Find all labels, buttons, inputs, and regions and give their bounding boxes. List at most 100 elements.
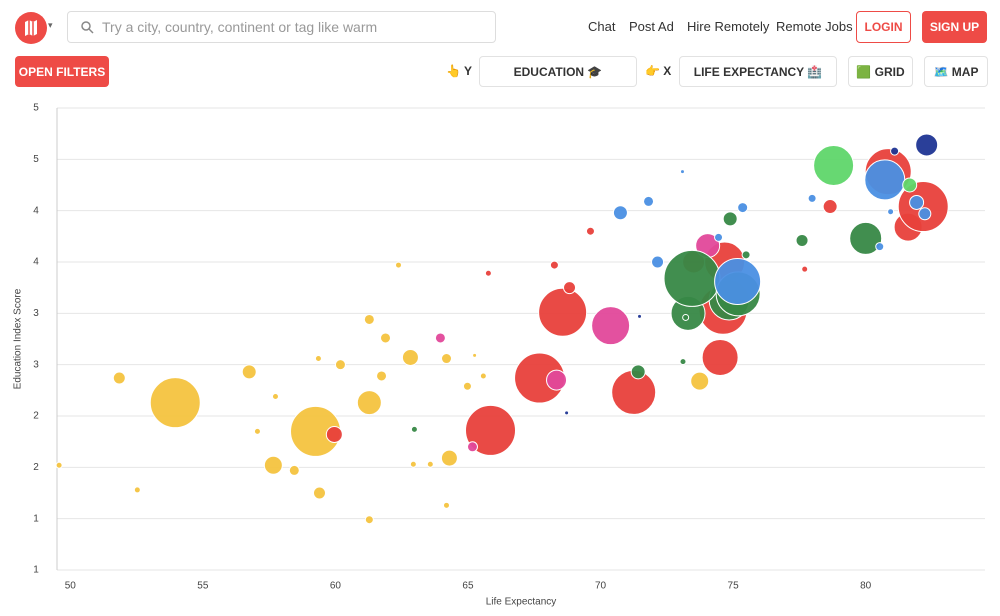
bubble: [314, 355, 322, 363]
x-tick-label: 50: [65, 581, 77, 592]
nav-link[interactable]: Remote Jobs: [776, 19, 853, 34]
search-icon: [81, 21, 94, 34]
bubble: [434, 332, 446, 344]
bubble: [651, 255, 665, 269]
bubble: [149, 377, 201, 429]
map-button[interactable]: 🗺️ MAP: [924, 56, 988, 87]
bubble: [426, 460, 434, 468]
signup-button[interactable]: SIGN UP: [922, 11, 987, 43]
y-axis-label: 👆 Y: [446, 64, 473, 78]
bubble: [722, 211, 738, 227]
x-tick-label: 70: [595, 581, 607, 592]
bubble: [663, 249, 721, 307]
bubble: [822, 199, 838, 215]
bubble: [864, 159, 906, 201]
bubble: [679, 358, 687, 366]
y-tick-label: 2: [33, 411, 39, 422]
bubble: [714, 232, 724, 242]
bubble: [915, 133, 939, 157]
bubble: [813, 144, 855, 186]
bubble: [585, 226, 595, 236]
bubble: [849, 221, 883, 255]
bubble: [395, 261, 403, 269]
bubble: [563, 281, 577, 295]
nav-link[interactable]: Chat: [588, 19, 616, 34]
bubble: [241, 364, 257, 380]
bubble: [440, 449, 458, 467]
bubble: [690, 371, 710, 391]
open-filters-button[interactable]: OPEN FILTERS: [15, 56, 109, 87]
bubble: [466, 441, 478, 453]
bubble: [462, 381, 472, 391]
bubble: [643, 195, 655, 207]
grid-button[interactable]: 🟩 GRID: [848, 56, 913, 87]
bubble: [401, 348, 419, 366]
bubble: [909, 194, 925, 210]
bubble: [795, 233, 809, 247]
bubble: [472, 352, 478, 358]
bubble: [440, 353, 452, 365]
y-tick-label: 2: [33, 462, 39, 473]
bubble: [612, 205, 628, 221]
bubble: [363, 313, 375, 325]
bubble: [380, 332, 392, 344]
bubble: [376, 370, 388, 382]
bubble: [918, 207, 932, 221]
x-tick-label: 55: [197, 581, 209, 592]
bubble: [133, 486, 141, 494]
y-tick-label: 1: [33, 513, 39, 524]
bubble: [591, 306, 631, 346]
bubble: [546, 369, 568, 391]
bubble: [465, 404, 517, 456]
y-axis-select[interactable]: EDUCATION 🎓: [479, 56, 637, 87]
x-axis-title: Life Expectancy: [486, 597, 557, 608]
x-tick-label: 80: [860, 581, 872, 592]
bubble: [637, 313, 643, 319]
x-tick-label: 65: [462, 581, 474, 592]
y-tick-label: 3: [33, 359, 39, 370]
bubble: [442, 501, 450, 509]
nav-link[interactable]: Hire Remotely: [687, 19, 770, 34]
bubble: [538, 287, 588, 337]
bubble: [630, 364, 646, 380]
y-tick-label: 5: [33, 103, 39, 114]
search-placeholder: Try a city, country, continent or tag li…: [102, 19, 378, 35]
bubble: [479, 372, 487, 380]
x-tick-label: 75: [728, 581, 740, 592]
bubble: [875, 242, 885, 252]
y-tick-label: 5: [33, 154, 39, 165]
logo[interactable]: [15, 12, 47, 44]
bubble: [484, 269, 492, 277]
bubble: [112, 371, 126, 385]
bubble: [887, 208, 895, 216]
bubble: [714, 258, 762, 306]
login-button[interactable]: LOGIN: [856, 11, 911, 43]
bubble: [409, 460, 417, 468]
nav-link[interactable]: Post Ad: [629, 19, 674, 34]
bubble: [741, 250, 751, 260]
bubble: [356, 390, 382, 416]
logo-menu-arrow[interactable]: ▾: [48, 20, 53, 30]
bubble: [334, 359, 346, 371]
bubble: [271, 392, 279, 400]
bubble: [325, 425, 343, 443]
x-axis-select[interactable]: LIFE EXPECTANCY 🏥: [679, 56, 837, 87]
search-box[interactable]: Try a city, country, continent or tag li…: [67, 11, 496, 43]
bubble: [801, 265, 809, 273]
logo-icon: [25, 20, 37, 36]
bubble: [55, 461, 63, 469]
y-tick-label: 4: [33, 257, 39, 268]
y-tick-label: 4: [33, 205, 39, 216]
bubble: [897, 181, 949, 233]
bubble: [410, 425, 418, 433]
bubble: [564, 410, 570, 416]
bubble: [737, 202, 749, 214]
bubble: [902, 177, 918, 193]
bubble: [701, 338, 739, 376]
bubble: [253, 427, 261, 435]
bubble: [263, 455, 283, 475]
y-tick-label: 1: [33, 565, 39, 576]
x-tick-label: 60: [330, 581, 342, 592]
bubble: [549, 260, 559, 270]
